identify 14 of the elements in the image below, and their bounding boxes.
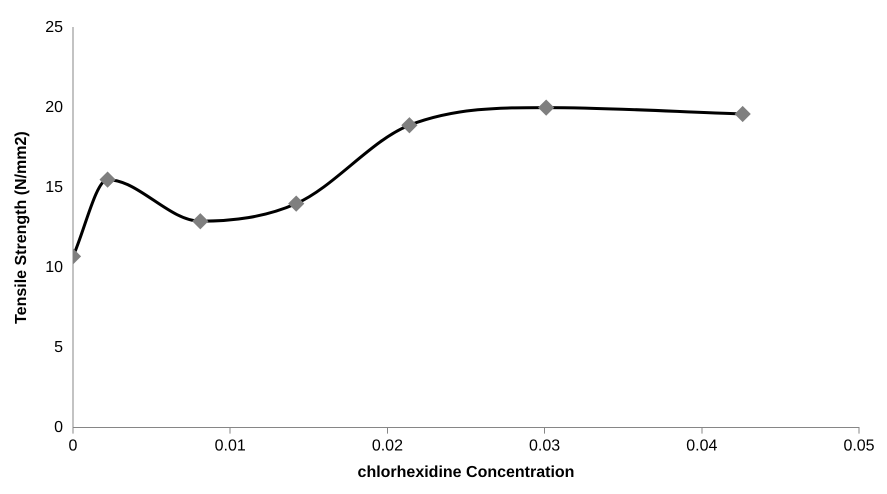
y-tick-label: 25 — [45, 19, 64, 36]
y-tick-label: 0 — [54, 419, 64, 436]
x-axis-title: chlorhexidine Concentration — [358, 464, 574, 481]
x-tick-label: 0.03 — [529, 438, 560, 455]
x-tick-label: 0 — [68, 438, 78, 455]
x-tick-label: 0.02 — [372, 438, 404, 455]
y-tick-label: 15 — [45, 179, 64, 196]
y-tick-label: 20 — [45, 99, 64, 116]
x-tick-label: 0.05 — [843, 438, 875, 455]
y-axis-title: Tensile Strength (N/mm2) — [13, 131, 30, 324]
y-tick-label: 5 — [54, 339, 64, 356]
y-tick-label: 10 — [45, 259, 64, 276]
x-tick-label: 0.04 — [686, 438, 718, 455]
x-tick-label: 0.01 — [214, 438, 246, 455]
